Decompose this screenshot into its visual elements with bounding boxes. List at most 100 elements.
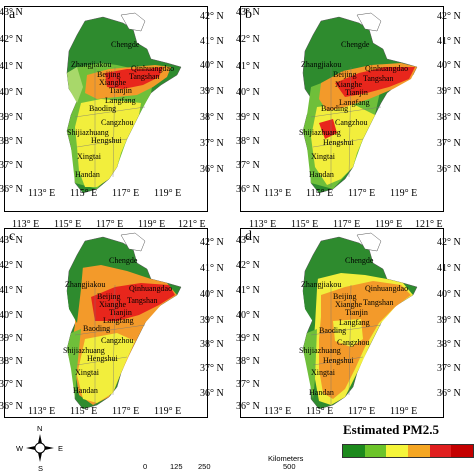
city-xingtai: Xingtai <box>77 152 102 161</box>
city-tangshan: Tangshan <box>129 72 160 81</box>
city-hengshui: Hengshui <box>87 354 118 363</box>
lat-tick: 43° N <box>236 235 260 246</box>
lon-tick: 119° E <box>390 188 418 199</box>
lon-tick: 119° E <box>375 219 403 230</box>
city-baoding: Baoding <box>89 104 116 113</box>
lon-tick: 119° E <box>154 188 182 199</box>
city-xianghe: Xianghe <box>335 80 363 89</box>
city-baoding: Baoding <box>83 324 110 333</box>
legend-swatch <box>429 445 452 457</box>
city-shijiazhuang: Shijiazhuang <box>63 346 105 355</box>
scale-unit: Kilometers <box>268 454 304 463</box>
city-hengshui: Hengshui <box>323 356 354 365</box>
panel-label-b: b <box>245 7 252 22</box>
lat-tick: 37° N <box>236 160 260 171</box>
lat-tick: 41° N <box>437 263 461 274</box>
map-panel-c: Chengde Zhangjiakou Qinhuangdao Beijing … <box>4 228 208 418</box>
city-tianjin: Tianjin <box>345 88 368 97</box>
lat-tick: 42° N <box>0 260 23 271</box>
lon-tick: 113° E <box>28 406 56 417</box>
lat-tick: 37° N <box>0 379 23 390</box>
lon-tick: 121° E <box>415 219 443 230</box>
lat-tick: 42° N <box>437 11 461 22</box>
city-chengde: Chengde <box>109 256 138 265</box>
lat-tick: 36° N <box>236 184 260 195</box>
lat-tick: 42° N <box>236 34 260 45</box>
scale-tick-500: 500 <box>283 462 296 471</box>
map-panel-b: Chengde Zhangjiakou Qinhuangdao Beijing … <box>240 6 444 212</box>
region-white-north <box>120 12 146 32</box>
city-xianghe: Xianghe <box>99 78 127 87</box>
city-cangzhou: Cangzhou <box>337 338 369 347</box>
city-shijiazhuang: Shijiazhuang <box>299 128 341 137</box>
lon-tick: 115° E <box>291 219 319 230</box>
legend-swatch <box>451 445 474 457</box>
city-shijiazhuang: Shijiazhuang <box>67 128 109 137</box>
lon-tick: 115° E <box>306 188 334 199</box>
city-zhangjiakou: Zhangjiakou <box>71 60 111 69</box>
lat-tick: 37° N <box>200 138 224 149</box>
city-beijing: Beijing <box>97 70 121 79</box>
city-tianjin: Tianjin <box>109 308 132 317</box>
lat-tick: 39° N <box>0 333 23 344</box>
lat-tick: 37° N <box>0 160 23 171</box>
city-cangzhou: Cangzhou <box>101 118 133 127</box>
lat-tick: 40° N <box>0 310 23 321</box>
legend-swatch <box>386 445 409 457</box>
city-hengshui: Hengshui <box>91 136 122 145</box>
compass-s: S <box>38 464 44 473</box>
city-tangshan: Tangshan <box>363 298 394 307</box>
lon-tick: 121° E <box>178 219 206 230</box>
lon-tick: 115° E <box>54 219 82 230</box>
region-red <box>105 67 163 89</box>
lat-tick: 41° N <box>200 263 224 274</box>
legend-title: Estimated PM2.5 <box>343 422 440 437</box>
city-qinhuangdao: Qinhuangdao <box>129 284 172 293</box>
city-qinhuangdao: Qinhuangdao <box>365 64 408 73</box>
city-tianjin: Tianjin <box>109 86 132 95</box>
lat-tick: 39° N <box>0 112 23 123</box>
legend-swatch <box>408 445 430 457</box>
city-chengde: Chengde <box>341 40 370 49</box>
city-zhangjiakou: Zhangjiakou <box>65 280 105 289</box>
lon-tick: 117° E <box>348 406 376 417</box>
lat-tick: 37° N <box>437 138 461 149</box>
city-langfang: Langfang <box>339 318 370 327</box>
city-handan: Handan <box>73 386 98 395</box>
lat-tick: 37° N <box>236 379 260 390</box>
city-baoding: Baoding <box>321 104 348 113</box>
lat-tick: 41° N <box>200 36 224 47</box>
city-qinhuangdao: Qinhuangdao <box>365 284 408 293</box>
city-tianjin: Tianjin <box>345 308 368 317</box>
lat-tick: 40° N <box>200 60 224 71</box>
region-yellow <box>77 333 135 403</box>
lat-tick: 36° N <box>0 184 23 195</box>
lat-tick: 36° N <box>437 388 461 399</box>
region-green-west <box>303 243 321 325</box>
legend-swatch <box>364 445 387 457</box>
lon-tick: 119° E <box>154 406 182 417</box>
lat-tick: 41° N <box>0 61 23 72</box>
lat-tick: 41° N <box>236 285 260 296</box>
lat-tick: 38° N <box>437 339 461 350</box>
scale-tick-250: 250 <box>198 462 211 471</box>
region-white-north <box>356 12 382 32</box>
lat-tick: 38° N <box>0 356 23 367</box>
lat-tick: 37° N <box>437 363 461 374</box>
panel-label-a: a <box>9 7 16 22</box>
panel-label-c: c <box>9 229 16 244</box>
city-xianghe: Xianghe <box>99 300 127 309</box>
lon-tick: 115° E <box>70 188 98 199</box>
region-red-south <box>319 119 337 139</box>
lat-tick: 39° N <box>437 86 461 97</box>
map-a-svg: Chengde Zhangjiakou Qinhuangdao Beijing … <box>66 12 182 194</box>
city-xingtai: Xingtai <box>311 152 336 161</box>
scale-tick-0: 0 <box>143 462 148 471</box>
city-handan: Handan <box>309 170 334 179</box>
lon-tick: 113° E <box>28 188 56 199</box>
city-beijing: Beijing <box>97 292 121 301</box>
city-tangshan: Tangshan <box>127 296 158 305</box>
scale-tick-125: 125 <box>170 462 183 471</box>
region-orange <box>319 281 411 399</box>
lat-tick: 38° N <box>200 339 224 350</box>
